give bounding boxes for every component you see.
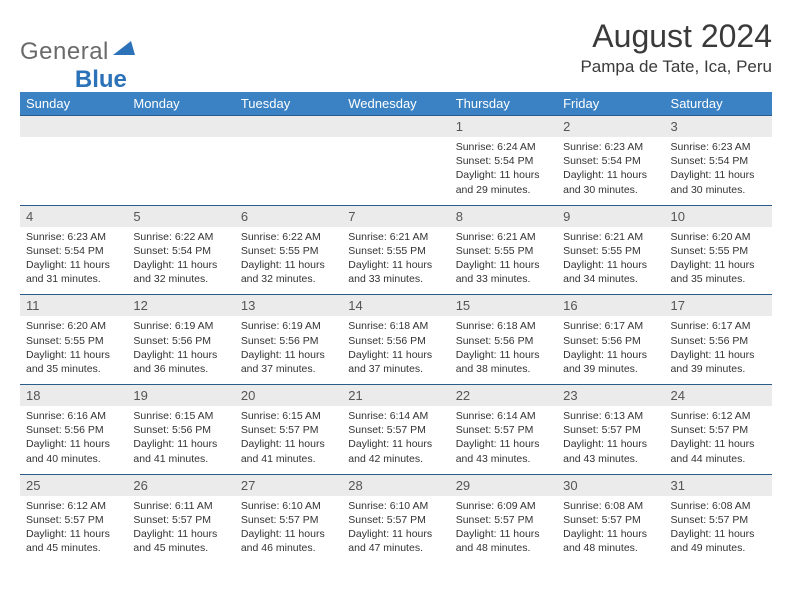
- day-number-cell: 15: [450, 295, 557, 317]
- day-content-cell: Sunrise: 6:20 AMSunset: 5:55 PMDaylight:…: [20, 316, 127, 384]
- weekday-header: Sunday: [20, 92, 127, 116]
- day-content-cell: Sunrise: 6:14 AMSunset: 5:57 PMDaylight:…: [450, 406, 557, 474]
- day-number-cell: 19: [127, 385, 234, 407]
- day-number-row: 18192021222324: [20, 385, 772, 407]
- day-content-cell: Sunrise: 6:21 AMSunset: 5:55 PMDaylight:…: [450, 227, 557, 295]
- day-number-cell: 25: [20, 474, 127, 496]
- day-content-cell: Sunrise: 6:15 AMSunset: 5:56 PMDaylight:…: [127, 406, 234, 474]
- day-number-cell: 20: [235, 385, 342, 407]
- day-number-cell: 26: [127, 474, 234, 496]
- day-number-row: 45678910: [20, 205, 772, 227]
- day-content-cell: Sunrise: 6:17 AMSunset: 5:56 PMDaylight:…: [557, 316, 664, 384]
- weekday-header: Tuesday: [235, 92, 342, 116]
- day-number-cell: 2: [557, 116, 664, 138]
- day-number-cell: 11: [20, 295, 127, 317]
- day-number-cell: 16: [557, 295, 664, 317]
- day-number-cell: 14: [342, 295, 449, 317]
- day-content-cell: Sunrise: 6:20 AMSunset: 5:55 PMDaylight:…: [665, 227, 772, 295]
- day-content-cell: Sunrise: 6:18 AMSunset: 5:56 PMDaylight:…: [450, 316, 557, 384]
- calendar-table: Sunday Monday Tuesday Wednesday Thursday…: [20, 92, 772, 563]
- day-content-cell: Sunrise: 6:21 AMSunset: 5:55 PMDaylight:…: [557, 227, 664, 295]
- logo-triangle-icon: [113, 41, 135, 64]
- day-content-cell: [20, 137, 127, 205]
- weekday-header: Wednesday: [342, 92, 449, 116]
- day-content-cell: Sunrise: 6:18 AMSunset: 5:56 PMDaylight:…: [342, 316, 449, 384]
- day-number-cell: 12: [127, 295, 234, 317]
- day-content-cell: [235, 137, 342, 205]
- header: General Blue August 2024 Pampa de Tate, …: [20, 18, 772, 80]
- day-number-cell: 22: [450, 385, 557, 407]
- day-content-cell: Sunrise: 6:24 AMSunset: 5:54 PMDaylight:…: [450, 137, 557, 205]
- logo: General Blue: [20, 18, 127, 80]
- day-number-cell: 31: [665, 474, 772, 496]
- title-block: August 2024 Pampa de Tate, Ica, Peru: [580, 18, 772, 77]
- day-number-cell: 8: [450, 205, 557, 227]
- day-number-cell: 7: [342, 205, 449, 227]
- day-number-cell: 6: [235, 205, 342, 227]
- day-number-cell: 1: [450, 116, 557, 138]
- day-number-cell: [342, 116, 449, 138]
- day-content-cell: Sunrise: 6:17 AMSunset: 5:56 PMDaylight:…: [665, 316, 772, 384]
- day-content-cell: Sunrise: 6:22 AMSunset: 5:55 PMDaylight:…: [235, 227, 342, 295]
- day-content-cell: Sunrise: 6:23 AMSunset: 5:54 PMDaylight:…: [20, 227, 127, 295]
- day-content-cell: Sunrise: 6:08 AMSunset: 5:57 PMDaylight:…: [557, 496, 664, 564]
- day-number-cell: 3: [665, 116, 772, 138]
- weekday-header-row: Sunday Monday Tuesday Wednesday Thursday…: [20, 92, 772, 116]
- day-number-row: 123: [20, 116, 772, 138]
- weekday-header: Thursday: [450, 92, 557, 116]
- day-content-cell: Sunrise: 6:09 AMSunset: 5:57 PMDaylight:…: [450, 496, 557, 564]
- day-number-row: 11121314151617: [20, 295, 772, 317]
- day-content-cell: Sunrise: 6:11 AMSunset: 5:57 PMDaylight:…: [127, 496, 234, 564]
- day-content-cell: Sunrise: 6:12 AMSunset: 5:57 PMDaylight:…: [665, 406, 772, 474]
- day-number-cell: 4: [20, 205, 127, 227]
- day-number-cell: 18: [20, 385, 127, 407]
- day-content-cell: Sunrise: 6:12 AMSunset: 5:57 PMDaylight:…: [20, 496, 127, 564]
- day-number-cell: 23: [557, 385, 664, 407]
- weekday-header: Saturday: [665, 92, 772, 116]
- day-number-cell: 17: [665, 295, 772, 317]
- day-content-cell: Sunrise: 6:16 AMSunset: 5:56 PMDaylight:…: [20, 406, 127, 474]
- day-number-cell: [127, 116, 234, 138]
- weekday-header: Friday: [557, 92, 664, 116]
- day-content-cell: Sunrise: 6:13 AMSunset: 5:57 PMDaylight:…: [557, 406, 664, 474]
- day-content-cell: Sunrise: 6:22 AMSunset: 5:54 PMDaylight:…: [127, 227, 234, 295]
- day-content-cell: [127, 137, 234, 205]
- weekday-header: Monday: [127, 92, 234, 116]
- day-content-cell: Sunrise: 6:23 AMSunset: 5:54 PMDaylight:…: [665, 137, 772, 205]
- day-number-cell: 28: [342, 474, 449, 496]
- day-number-cell: 10: [665, 205, 772, 227]
- day-content-cell: Sunrise: 6:23 AMSunset: 5:54 PMDaylight:…: [557, 137, 664, 205]
- day-content-cell: [342, 137, 449, 205]
- day-number-cell: 30: [557, 474, 664, 496]
- day-number-cell: 27: [235, 474, 342, 496]
- day-number-cell: [20, 116, 127, 138]
- day-content-cell: Sunrise: 6:21 AMSunset: 5:55 PMDaylight:…: [342, 227, 449, 295]
- day-number-row: 25262728293031: [20, 474, 772, 496]
- day-content-row: Sunrise: 6:12 AMSunset: 5:57 PMDaylight:…: [20, 496, 772, 564]
- day-content-cell: Sunrise: 6:10 AMSunset: 5:57 PMDaylight:…: [235, 496, 342, 564]
- day-content-row: Sunrise: 6:16 AMSunset: 5:56 PMDaylight:…: [20, 406, 772, 474]
- logo-text-general: General: [20, 38, 109, 66]
- day-number-cell: 21: [342, 385, 449, 407]
- day-content-cell: Sunrise: 6:19 AMSunset: 5:56 PMDaylight:…: [235, 316, 342, 384]
- day-number-cell: [235, 116, 342, 138]
- day-content-cell: Sunrise: 6:08 AMSunset: 5:57 PMDaylight:…: [665, 496, 772, 564]
- month-title: August 2024: [580, 18, 772, 55]
- day-number-cell: 29: [450, 474, 557, 496]
- day-content-cell: Sunrise: 6:14 AMSunset: 5:57 PMDaylight:…: [342, 406, 449, 474]
- day-number-cell: 9: [557, 205, 664, 227]
- location-text: Pampa de Tate, Ica, Peru: [580, 57, 772, 77]
- logo-text-blue: Blue: [75, 66, 127, 94]
- day-content-row: Sunrise: 6:20 AMSunset: 5:55 PMDaylight:…: [20, 316, 772, 384]
- day-content-cell: Sunrise: 6:15 AMSunset: 5:57 PMDaylight:…: [235, 406, 342, 474]
- day-content-row: Sunrise: 6:24 AMSunset: 5:54 PMDaylight:…: [20, 137, 772, 205]
- day-content-cell: Sunrise: 6:10 AMSunset: 5:57 PMDaylight:…: [342, 496, 449, 564]
- day-number-cell: 13: [235, 295, 342, 317]
- day-content-cell: Sunrise: 6:19 AMSunset: 5:56 PMDaylight:…: [127, 316, 234, 384]
- day-number-cell: 5: [127, 205, 234, 227]
- day-content-row: Sunrise: 6:23 AMSunset: 5:54 PMDaylight:…: [20, 227, 772, 295]
- day-number-cell: 24: [665, 385, 772, 407]
